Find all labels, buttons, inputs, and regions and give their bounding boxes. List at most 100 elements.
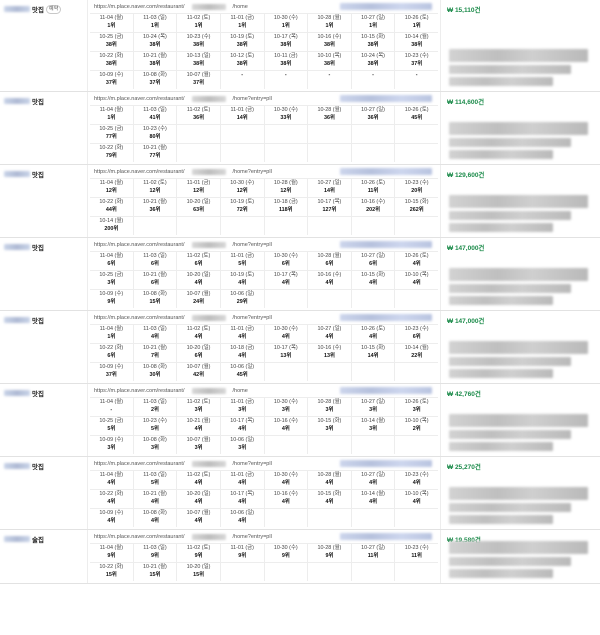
keyword-cell[interactable]: 맛집 (0, 384, 88, 456)
keyword-row-block: 맛집 https://m.place.naver.com/restaurant/ /… (0, 311, 600, 384)
rank-cell-date: 11-02 (토) (186, 253, 211, 259)
keyword-cell[interactable]: 맛집 (0, 457, 88, 529)
rank-cell-rank: 1위 (107, 333, 116, 340)
rank-cell-date: 10-22 (화) (99, 199, 124, 205)
place-url-line[interactable]: https://m.place.naver.com/restaurant/ /ho… (90, 3, 438, 10)
place-url-line[interactable]: https://m.place.naver.com/restaurant/ /ho… (90, 460, 438, 467)
place-url-line[interactable]: https://m.place.naver.com/restaurant/ /ho… (90, 533, 438, 540)
keyword-row-block: 술집 https://m.place.naver.com/restaurant/ /… (0, 530, 600, 584)
rank-cell-date: 10-06 (일) (230, 364, 255, 370)
keyword-text: 맛집 (32, 318, 44, 325)
place-url-line[interactable]: https://m.place.naver.com/restaurant/ /ho… (90, 168, 438, 175)
masked-place-id (191, 241, 226, 248)
rank-cell-rank: 41위 (149, 114, 161, 121)
rank-cell: 11-04 (월) 9위 (90, 543, 134, 562)
rank-cell-rank: 3위 (412, 406, 421, 413)
rank-cell: 11-02 (토) 12위 (133, 178, 178, 197)
rank-cell-date: 10-21 (월) (186, 418, 211, 424)
masked-thumbnail (449, 223, 554, 232)
rank-cell: 11-02 (토) 1위 (177, 13, 221, 32)
rank-cell (220, 216, 265, 235)
search-volume-cell: ₩ 129,600건 (440, 165, 600, 237)
rank-cell-date: 11-02 (토) (143, 180, 167, 186)
place-url-line[interactable]: https://m.place.naver.com/restaurant/ /ho… (90, 387, 438, 394)
rank-cell: 11-04 (월) 12위 (90, 178, 134, 197)
rank-cell-rank: 20위 (411, 187, 423, 194)
rank-cell: 11-04 (월) 4위 (90, 470, 134, 489)
place-url-text: https://m.place.naver.com/restaurant/ (94, 533, 185, 540)
rank-cell: 11-02 (토) 9위 (177, 543, 221, 562)
rank-cell-rank: 4위 (325, 479, 334, 486)
place-url-line[interactable]: https://m.place.naver.com/restaurant/ /ho… (90, 314, 438, 321)
rank-cell-rank: 4위 (194, 498, 203, 505)
rank-cell-rank: 3위 (325, 425, 334, 432)
rank-cell-rank: 45위 (236, 371, 248, 378)
rank-cell-rank: 11위 (411, 552, 423, 559)
keyword-cell[interactable]: 맛집 (0, 238, 88, 310)
rank-cell-date: 10-09 (수) (99, 437, 124, 443)
keyword-cell[interactable]: 술집 (0, 530, 88, 583)
rank-cell-date: 10-21 (월) (143, 345, 167, 351)
keyword-cell[interactable]: 맛집 (0, 92, 88, 164)
rank-cell (395, 143, 438, 162)
search-volume-cell: ₩ 114,600건 (440, 92, 600, 164)
rank-cell-date: 10-28 (월) (317, 472, 342, 478)
rank-cell: 10-30 (수) 33위 (264, 105, 309, 124)
rank-grid-row: 10-09 (수) 9위 10-08 (화) 15위 10-07 (월) 24위 10-06… (90, 289, 438, 308)
rank-cell-date: 10-15 (화) (361, 34, 385, 40)
masked-thumbnail (449, 268, 589, 281)
rank-cell (177, 124, 221, 143)
keyword-cell[interactable]: 맛집 예약 (0, 0, 88, 91)
rank-cell-rank: 5위 (150, 479, 159, 486)
rank-cell-date: 10-21 (월) (143, 564, 167, 570)
rank-cell: 10-23 (수) 20위 (395, 178, 438, 197)
rank-cell-rank: 5위 (150, 425, 159, 432)
rank-cell-date: 11-04 (월) (99, 326, 124, 332)
rank-cell-date: 10-08 (화) (143, 437, 167, 443)
rank-cell-rank: 9위 (107, 298, 116, 305)
rank-cell: 10-28 (월) 36위 (308, 105, 352, 124)
masked-thumbnail (449, 138, 571, 147)
place-url-line[interactable]: https://m.place.naver.com/restaurant/ /ho… (90, 95, 438, 102)
keyword-cell[interactable]: 맛집 (0, 311, 88, 383)
rank-cell-date: 10-28 (월) (317, 545, 342, 551)
rank-cell: 10-11 (금) 38위 (264, 51, 309, 70)
search-volume-text: ₩ 114,600건 (447, 99, 485, 106)
rank-cell: 11-03 (일) 9위 (133, 543, 178, 562)
rank-cell: 10-14 (월) 4위 (351, 489, 396, 508)
rank-cell-rank: 38위 (193, 60, 205, 67)
rank-cell-rank: 15위 (193, 571, 205, 578)
masked-thumbnail (449, 284, 571, 293)
masked-place-id (191, 3, 226, 10)
rank-cell-date: 10-30 (수) (273, 253, 298, 259)
rank-history-cell: https://m.place.naver.com/restaurant/ /ho… (88, 457, 440, 529)
place-url-line[interactable]: https://m.place.naver.com/restaurant/ /ho… (90, 241, 438, 248)
rank-cell: 10-09 (수) 3위 (90, 435, 134, 454)
rank-cell-date: 10-23 (수) (404, 180, 429, 186)
rank-cell: 11-02 (토) 6위 (177, 251, 221, 270)
keyword-cell[interactable]: 맛집 (0, 165, 88, 237)
rank-grid-row: 11-04 (월) 1위 11-03 (일) 4위 11-02 (토) 4위 11-01 (… (90, 324, 438, 343)
rank-cell-rank: 1위 (238, 22, 247, 29)
rank-cell-date: 11-04 (월) (99, 107, 124, 113)
rank-cell-rank: 6위 (369, 260, 378, 267)
place-url-text: https://m.place.naver.com/restaurant/ (94, 387, 185, 394)
rank-cell-rank: 38위 (105, 41, 117, 48)
rank-cell (395, 562, 438, 581)
masked-thumbnail (449, 211, 571, 220)
rank-grid-row: 10-25 (금) 38위 10-24 (목) 38위 10-23 (수) 38위 10-1… (90, 32, 438, 51)
rank-cell-rank: 4위 (150, 517, 159, 524)
rank-cell-rank: 4위 (281, 498, 290, 505)
rank-cell-date: 10-21 (월) (143, 145, 167, 151)
keyword-text: 맛집 (32, 172, 44, 179)
rank-cell-date: 11-03 (일) (143, 399, 167, 405)
keyword-text: 맛집 (32, 7, 44, 14)
rank-cell-rank: - (328, 72, 331, 78)
rank-cell-rank: 4위 (412, 260, 421, 267)
rank-cell-date: 10-28 (월) (317, 399, 342, 405)
rank-cell-date: 10-11 (금) (274, 53, 298, 59)
rank-cell: 10-15 (화) 38위 (351, 32, 396, 51)
rank-cell-date: 10-20 (일) (186, 491, 211, 497)
rank-cell-date: 11-01 (금) (186, 180, 211, 186)
